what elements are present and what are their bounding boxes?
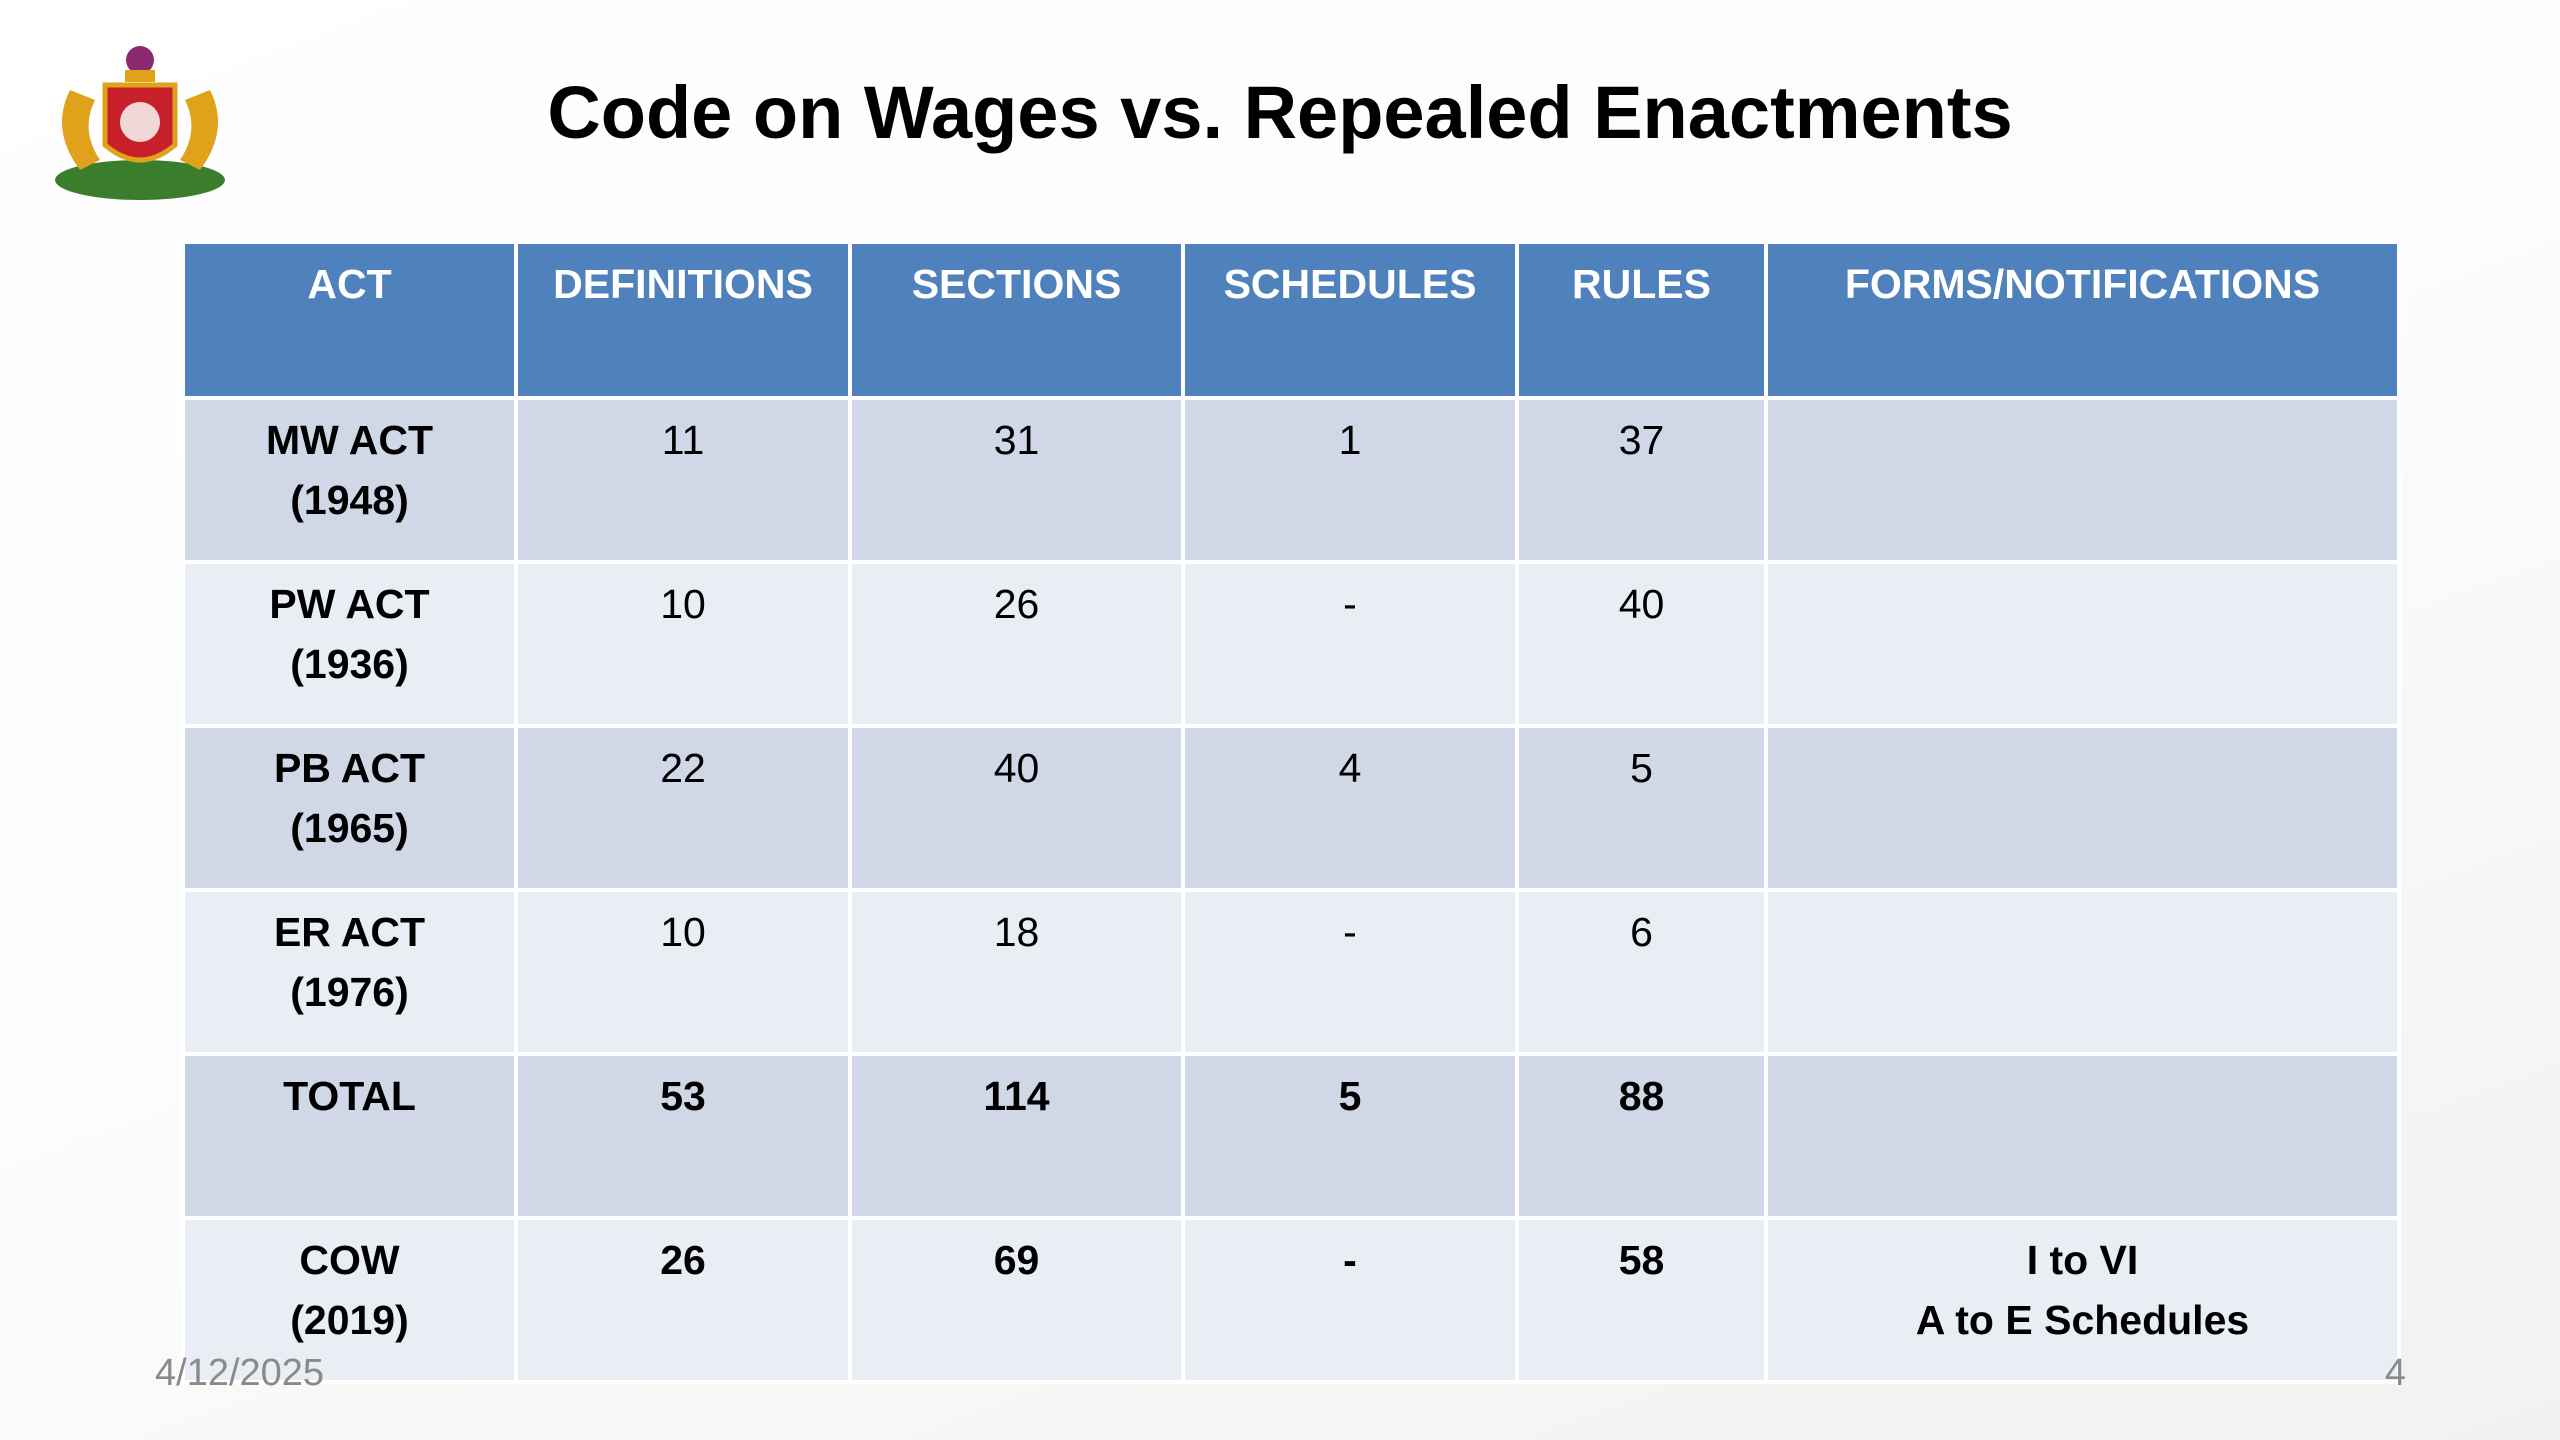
slide-date: 4/12/2025	[155, 1352, 325, 1394]
header-cell: SECTIONS	[848, 240, 1185, 400]
state-emblem	[55, 46, 225, 200]
header-cell: SCHEDULES	[1181, 240, 1519, 400]
table-cell	[1764, 396, 2401, 564]
table-cell: 5	[1515, 724, 1768, 892]
table-cell: 10	[514, 560, 852, 728]
table-cell: 69	[848, 1216, 1185, 1384]
header-cell: FORMS/NOTIFICATIONS	[1764, 240, 2401, 400]
table-cell	[1764, 888, 2401, 1056]
table-cell: 26	[514, 1216, 852, 1384]
table-cell: 88	[1515, 1052, 1768, 1220]
table-row: MW ACT (1948) 11 31 1 37	[181, 396, 2401, 564]
slide-title: Code on Wages vs. Repealed Enactments	[547, 71, 2013, 154]
table-cell: PB ACT (1965)	[181, 724, 518, 892]
table-cell: 6	[1515, 888, 1768, 1056]
header-row: ACT DEFINITIONS SECTIONS SCHEDULES RULES FORM…	[181, 240, 2401, 400]
table-cell: 10	[514, 888, 852, 1056]
table-cell: I to VI A to E Schedules	[1764, 1216, 2401, 1384]
table-cell: 18	[848, 888, 1185, 1056]
table-row: TOTAL 53 114 5 88	[181, 1052, 2401, 1220]
table-cell: -	[1181, 888, 1519, 1056]
table-cell: 40	[1515, 560, 1768, 728]
table-cell: 4	[1181, 724, 1519, 892]
table-cell: 5	[1181, 1052, 1519, 1220]
table-cell	[1764, 724, 2401, 892]
table-cell: 58	[1515, 1216, 1768, 1384]
table-row: PW ACT (1936) 10 26-40	[181, 560, 2401, 728]
header-cell: ACT	[181, 240, 518, 400]
header-cell: DEFINITIONS	[514, 240, 852, 400]
table-cell: COW (2019)	[181, 1216, 518, 1384]
table-cell: 40	[848, 724, 1185, 892]
table-row: ER ACT (1976) 10 18-6	[181, 888, 2401, 1056]
table-cell: 11	[514, 396, 852, 564]
table-cell: -	[1181, 1216, 1519, 1384]
table-cell: 53	[514, 1052, 852, 1220]
slide-number: 4	[2384, 1352, 2406, 1394]
table-cell: 31	[848, 396, 1185, 564]
table-cell: -	[1181, 560, 1519, 728]
table-cell: MW ACT (1948)	[181, 396, 518, 564]
table-cell	[1764, 560, 2401, 728]
comparison-table: ACT DEFINITIONS SECTIONS SCHEDULES RULES FORM…	[181, 240, 2401, 1384]
table-cell: 22	[514, 724, 852, 892]
table-cell: 26	[848, 560, 1185, 728]
table-cell	[1764, 1052, 2401, 1220]
table-row: PB ACT (1965) 22 40 4 5	[181, 724, 2401, 892]
table-cell: PW ACT (1936)	[181, 560, 518, 728]
table-cell: 37	[1515, 396, 1768, 564]
table-cell: 1	[1181, 396, 1519, 564]
table-cell: ER ACT (1976)	[181, 888, 518, 1056]
table-row: COW (2019) 26 69-58 I to VI A to E Schedule…	[181, 1216, 2401, 1384]
table-cell: 114	[848, 1052, 1185, 1220]
header-cell: RULES	[1515, 240, 1768, 400]
table-cell: TOTAL	[181, 1052, 518, 1220]
